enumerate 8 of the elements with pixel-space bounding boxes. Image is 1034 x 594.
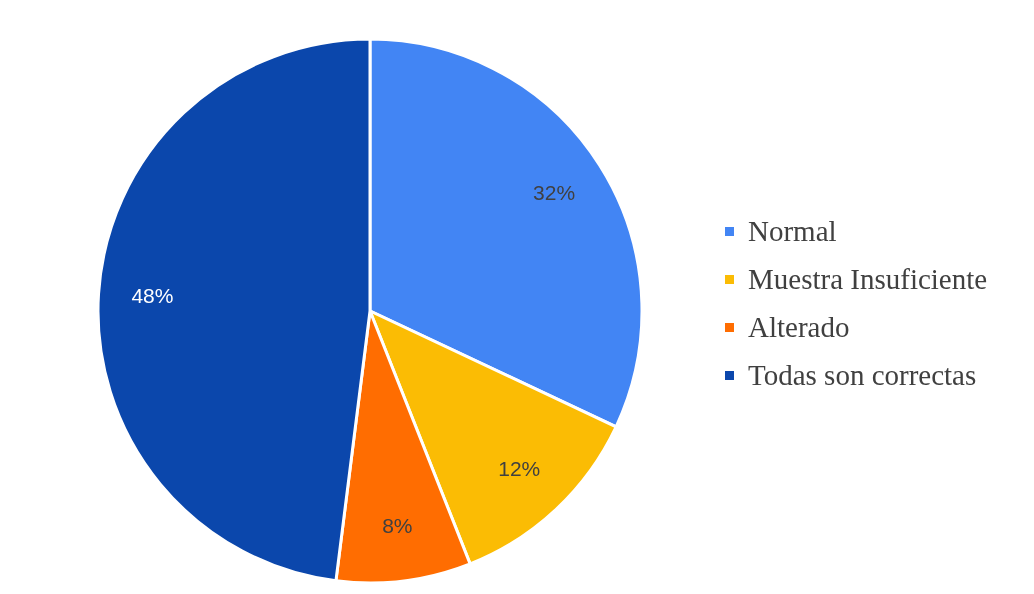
legend-label: Muestra Insuficiente: [748, 262, 988, 295]
legend-label: Todas son correctas: [748, 358, 977, 391]
data-label: 32%: [533, 181, 576, 205]
data-label: 12%: [498, 456, 541, 480]
legend-label: Normal: [748, 214, 837, 247]
data-label: 48%: [131, 284, 174, 308]
legend-label: Alterado: [748, 310, 850, 343]
data-label: 8%: [382, 514, 413, 538]
